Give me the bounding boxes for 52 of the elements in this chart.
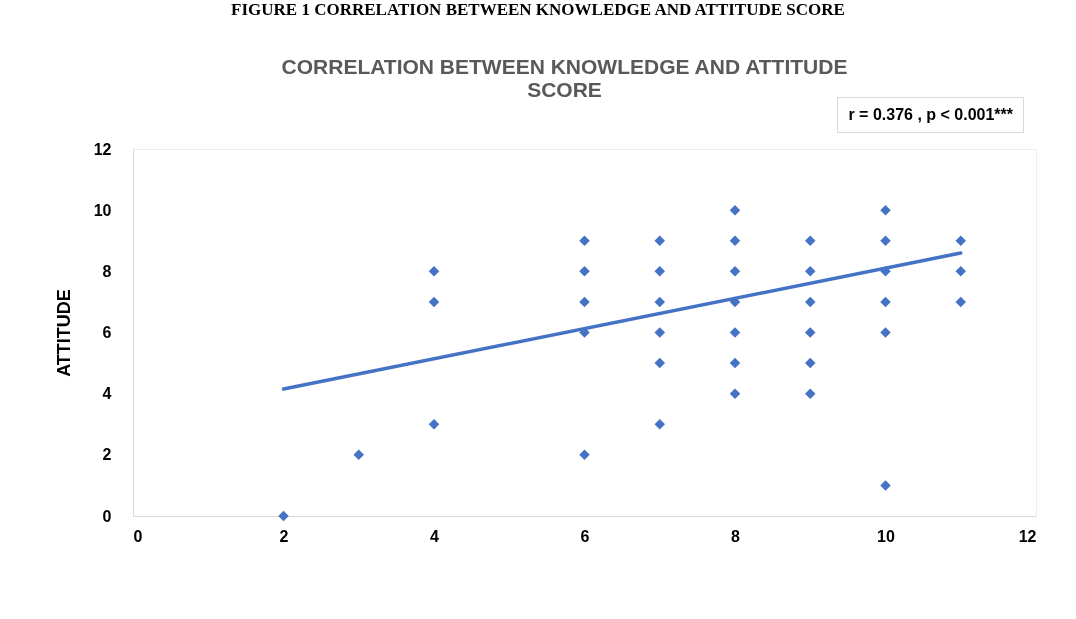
y-tick-label: 12 [93,140,112,158]
x-tick-label: 2 [279,527,289,545]
point [428,266,440,277]
x-tick-label: 4 [430,527,440,545]
point [579,449,590,461]
text: r = 0.376 , p < 0.001*** [837,97,1024,133]
point [955,296,966,308]
point [579,296,590,308]
point [278,510,289,522]
point [805,296,816,308]
point [654,327,665,338]
y-tick-label: 8 [102,262,112,280]
y-tick-label: 6 [102,324,112,341]
x-tick-label: 12 [1018,527,1037,545]
x-tick-label: 10 [877,527,895,545]
point [729,266,741,277]
y-tick-label: 10 [93,201,112,219]
point [805,235,816,246]
point [880,296,891,308]
point [805,357,816,369]
point [654,357,665,369]
x-tick-label: 8 [731,527,741,545]
point [428,296,440,308]
point [880,480,891,491]
point [729,327,741,338]
point [654,235,665,246]
y-tick-label: 0 [102,507,112,525]
caption: FIGURE 1 CORRELATION BETWEEN KNOWLEDGE AND ATTITUDE SCORE [230,0,846,20]
point [729,235,741,246]
point [353,449,364,461]
x-tick-label: 0 [133,527,143,545]
point [880,204,891,216]
point [654,296,665,308]
point [880,235,891,246]
point [955,266,966,277]
point [805,327,816,338]
y-tick-label: 4 [102,385,112,403]
point [729,204,741,216]
point [955,235,966,246]
point [729,388,741,399]
point [805,388,816,399]
point [579,266,590,277]
x-tick-label: 6 [580,527,590,545]
point [880,327,891,338]
point [654,266,665,277]
point [729,357,741,369]
point [654,419,665,430]
y-tick-label: 2 [102,446,112,464]
point [579,235,590,246]
y-axis-title: ATTITUDE [53,289,74,377]
point [428,419,440,430]
point [805,266,816,277]
